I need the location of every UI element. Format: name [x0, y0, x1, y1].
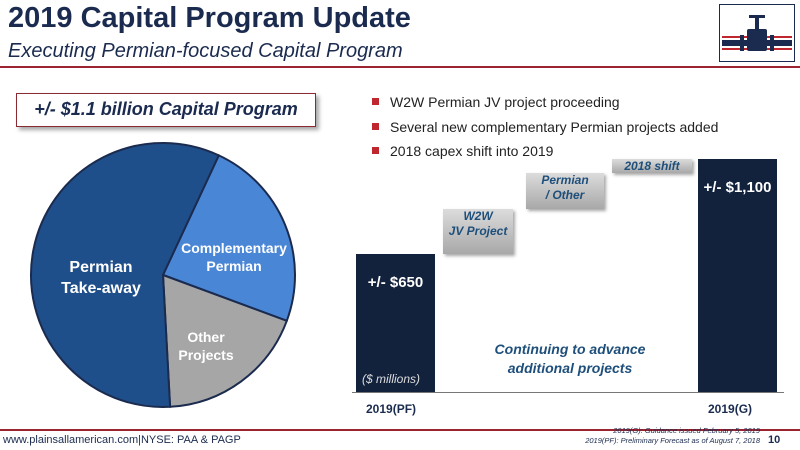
- x-axis: [352, 392, 784, 393]
- step-w2w-jv-project: W2W JV Project: [443, 208, 513, 255]
- pie-slice-complementary-permian: [161, 154, 296, 323]
- page-title: 2019 Capital Program Update: [8, 2, 411, 34]
- pie-label-line: Permian: [206, 258, 262, 274]
- annotation-line: Continuing to advance: [494, 341, 646, 357]
- annotation-line: additional projects: [507, 360, 633, 376]
- pie-svg: [30, 142, 296, 408]
- step-2018-shift: 2018 shift: [612, 159, 692, 173]
- step-permian-other: Permian / Other: [526, 172, 604, 209]
- pie-label-line: Other: [187, 329, 225, 345]
- pie-label-other-projects: Other Projects: [161, 328, 251, 364]
- footer-note: 2019(G): Guidance issued February 5, 201…: [613, 426, 760, 435]
- ticker-text: NYSE: PAA & PAGP: [140, 434, 241, 446]
- pipeline-valve-logo-icon: [719, 4, 795, 62]
- bar-value-label: +/- $1,100: [703, 179, 772, 196]
- step-label-line: 2018 shift: [624, 159, 680, 173]
- website-link[interactable]: www.plainsallamerican.com: [3, 434, 139, 446]
- bar-2019-pf: +/- $650: [356, 254, 435, 392]
- footer-divider: [0, 429, 800, 431]
- pie-slice-other-projects: [161, 273, 289, 408]
- bullet-list: W2W Permian JV project proceeding Severa…: [372, 93, 718, 167]
- footer-separator: |: [138, 434, 141, 446]
- bullet-item: 2018 capex shift into 2019: [372, 142, 718, 167]
- step-label-line: Permian: [541, 172, 589, 187]
- pie-label-permian-takeaway: Permian Take-away: [36, 257, 166, 299]
- units-label: ($ millions): [362, 372, 421, 386]
- pie-label-line: Permian: [69, 259, 133, 276]
- pie-label-line: Take-away: [61, 280, 141, 297]
- x-tick-label-2019-g: 2019(G): [708, 402, 753, 416]
- page-number: 10: [768, 434, 781, 446]
- bullet-item: W2W Permian JV project proceeding: [372, 93, 718, 118]
- step-label-line: JV Project: [448, 223, 508, 238]
- step-label-line: W2W: [463, 208, 493, 223]
- footer-notes: 2019(G): Guidance issued February 5, 201…: [560, 426, 760, 446]
- bar-value-label: +/- $650: [367, 274, 424, 292]
- bar-2019-g: +/- $1,100: [698, 159, 777, 392]
- step-label-line: / Other: [545, 187, 585, 202]
- footer-note: 2019(PF): Preliminary Forecast as of Aug…: [585, 436, 760, 445]
- pie-slice-permian-takeaway: [30, 142, 221, 408]
- title-divider: [0, 66, 800, 68]
- pie-label-line: Complementary: [181, 240, 287, 256]
- chart-annotation: Continuing to advance additional project…: [470, 340, 670, 378]
- x-tick-label-2019-pf: 2019(PF): [366, 402, 417, 416]
- pie-label-complementary-permian: Complementary Permian: [175, 239, 293, 275]
- capital-program-callout: +/- $1.1 billion Capital Program: [16, 93, 316, 127]
- pie-label-line: Projects: [178, 347, 234, 363]
- bullet-item: Several new complementary Permian projec…: [372, 118, 718, 143]
- page-subtitle: Executing Permian-focused Capital Progra…: [8, 40, 403, 62]
- footer-left: www.plainsallamerican.com|NYSE: PAA & PA…: [3, 434, 241, 446]
- capital-pie-chart: Permian Take-away Complementary Permian …: [28, 140, 298, 410]
